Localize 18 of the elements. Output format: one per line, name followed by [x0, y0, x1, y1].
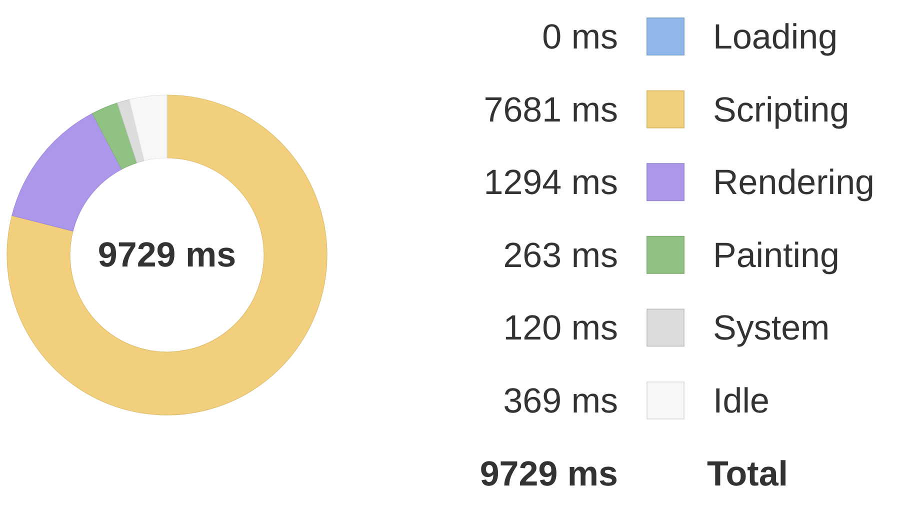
data-label: 263 ms	[503, 236, 618, 275]
legend-label: Scripting	[713, 90, 850, 130]
legend-label: Loading	[713, 18, 838, 56]
legend-label: Painting	[713, 236, 840, 275]
legend-label: System	[713, 308, 830, 348]
text: 0 ms	[542, 18, 618, 56]
text: Total	[707, 454, 788, 494]
text: 9729 ms	[98, 236, 236, 274]
legend-label: Rendering	[713, 163, 874, 202]
data-label: 120 ms	[503, 308, 618, 348]
data-label: 1294 ms	[484, 163, 618, 202]
data-label: 7681 ms	[484, 90, 618, 130]
data-label: 369 ms	[503, 382, 618, 420]
text: 9729 ms	[480, 454, 618, 494]
donut-slice	[6, 94, 328, 416]
legend-label: Idle	[713, 382, 770, 420]
donut-slice	[92, 102, 138, 170]
donut-slice	[12, 113, 122, 232]
